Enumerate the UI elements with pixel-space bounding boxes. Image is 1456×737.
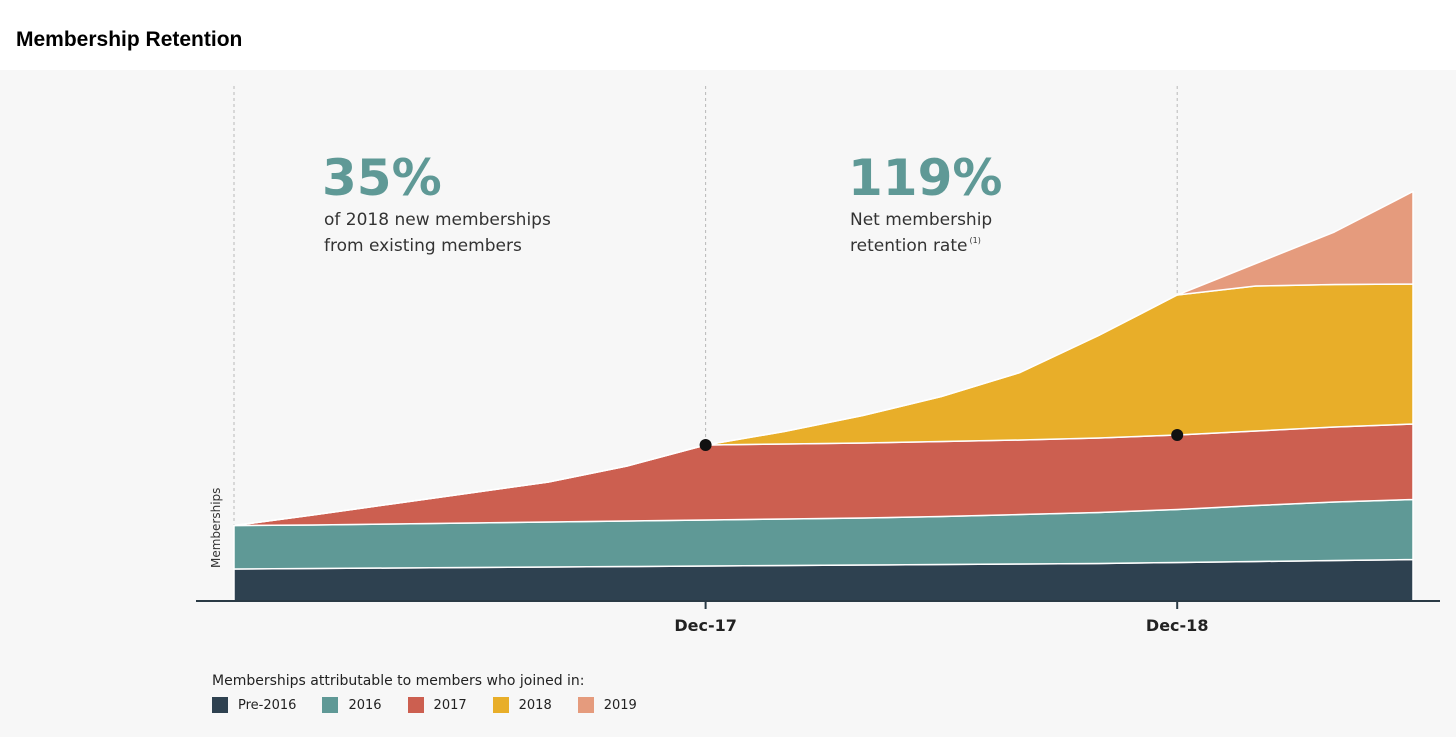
callout-35-line-1: of 2018 new memberships [324,210,551,230]
x-tick-label-1: Dec-18 [1146,616,1209,635]
legend-item-2019: 2019 [577,697,637,713]
footnote-marker: (1) [969,236,980,245]
legend-items: Pre-2016 2016 2017 2018 2019 [212,697,663,713]
legend: Memberships attributable to members who … [212,673,663,713]
y-axis-label: Memberships [209,488,223,568]
legend-label: 2016 [348,697,382,713]
callout-119-line-2: retention rate (1) [850,236,981,256]
legend-label: 2017 [433,697,467,713]
legend-swatch [407,697,424,713]
x-axis-ticks: Dec-17 Dec-18 [674,601,1208,635]
legend-title: Memberships attributable to members who … [212,673,585,689]
stacked-area-chart: Dec-17 Dec-18 Memberships 35% of 2018 new… [196,86,1440,635]
legend-item-pre-2016: Pre-2016 [212,697,296,713]
legend-label: Pre-2016 [238,697,297,713]
highlight-points [699,429,1184,451]
chart-panel: Dec-17 Dec-18 Memberships 35% of 2018 new… [0,70,1456,737]
legend-item-2017: 2017 [407,697,467,713]
legend-label: 2019 [603,697,637,713]
callout-35-line-2: from existing members [324,236,522,256]
reference-lines [233,86,1178,601]
callout-119: 119% Net membership retention rate (1) [848,149,1002,256]
highlight-point-1 [1171,429,1184,441]
legend-swatch [322,697,339,713]
x-tick-label-0: Dec-17 [674,616,737,635]
callout-119-value: 119% [848,149,1002,207]
legend-swatch [212,697,228,713]
legend-swatch [577,697,594,713]
area-series-2019 [233,190,1414,527]
legend-label: 2018 [518,697,552,713]
callout-119-line-2-text: retention rate [850,236,967,256]
area-layers [233,190,1414,602]
callout-35: 35% of 2018 new memberships from existin… [322,149,551,256]
callout-119-line-1: Net membership [850,210,992,230]
legend-item-2016: 2016 [322,697,382,713]
page-title: Membership Retention [16,28,243,51]
legend-swatch [492,697,509,713]
legend-item-2018: 2018 [492,697,552,713]
highlight-point-0 [699,439,712,451]
callout-35-value: 35% [322,149,442,207]
